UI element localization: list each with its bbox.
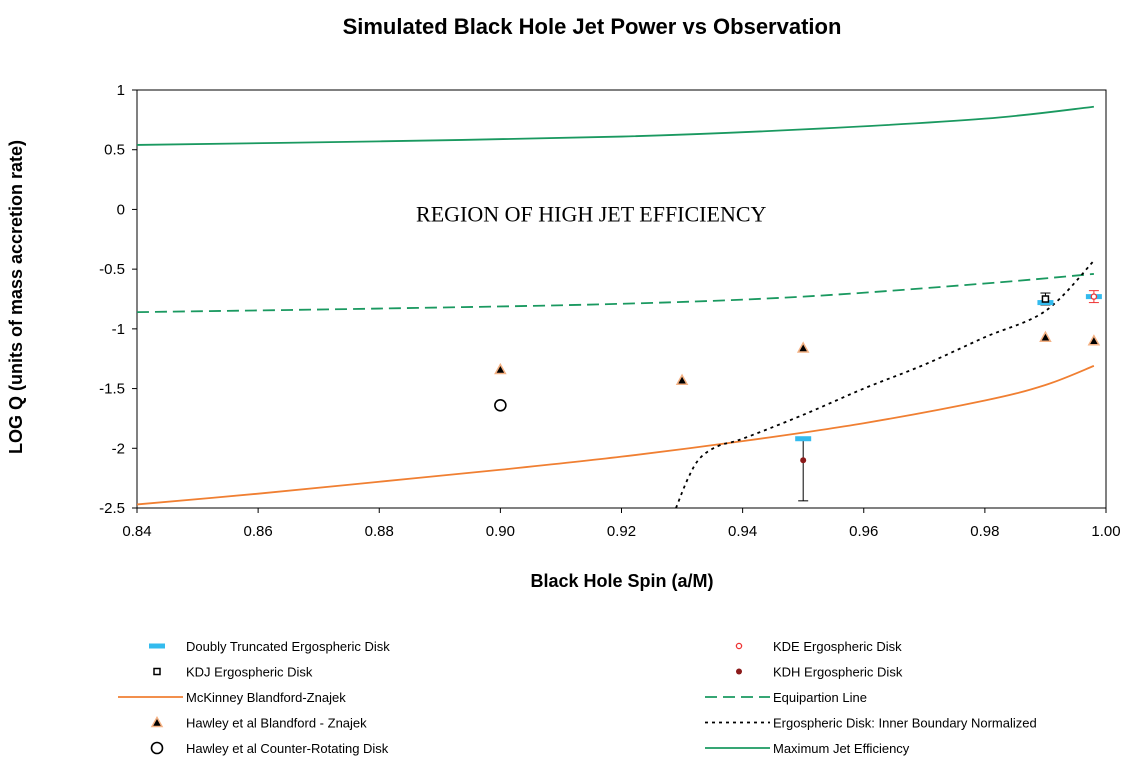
x-tick-label: 0.88 [365,523,394,540]
legend-label: Ergospheric Disk: Inner Boundary Normali… [773,716,1037,731]
y-tick-label: -2.5 [99,500,125,517]
data-point [675,373,689,385]
legend-label: Hawley et al Blandford - Znajek [186,716,367,731]
legend-marker-swatch [149,643,165,649]
region-annotation: REGION OF HIGH JET EFFICIENCY [416,201,766,226]
x-tick-label: 0.94 [728,523,757,540]
data-point [1041,295,1050,303]
data-point [494,362,507,375]
legend: Doubly Truncated Ergospheric Disk KDE Erg… [118,639,1037,756]
legend-label: McKinney Blandford-Znajek [186,690,346,705]
series-line [136,105,1094,146]
x-tick-label: 0.86 [244,523,273,540]
data-point [795,436,812,442]
series-line [675,260,1095,509]
data-point [800,457,807,464]
x-axis-title: Black Hole Spin (a/M) [530,571,713,591]
plot-area: 0.84 0.86 0.88 0.90 0.92 0.94 0.96 0.98 1.00 1 0.5… [99,82,1120,540]
x-tick-label: 0.96 [849,523,878,540]
legend-item: KDJ Ergospheric Disk [153,665,313,680]
data-point [1090,293,1098,300]
legend-label: Maximum Jet Efficiency [773,741,910,756]
chart-title: Simulated Black Hole Jet Power vs Observ… [343,14,842,39]
legend-item: Hawley et al Counter-Rotating Disk [150,741,389,756]
legend-item: Maximum Jet Efficiency [705,741,910,756]
series-line [136,273,1094,314]
y-tick-label: -1.5 [99,381,125,398]
legend-label: Equipartion Line [773,690,867,705]
plot-frame [136,89,1107,509]
data-point [494,398,507,412]
x-tick-label: 0.98 [970,523,999,540]
x-tick-label: 1.00 [1091,523,1120,540]
legend-item: Doubly Truncated Ergospheric Disk [149,639,390,654]
x-tick-label: 0.92 [607,523,636,540]
y-tick-label: -1 [112,321,125,338]
x-tick-label: 0.84 [122,523,151,540]
legend-item: KDH Ergospheric Disk [736,665,903,680]
data-point [1039,330,1052,342]
legend-label: Hawley et al Counter-Rotating Disk [186,741,389,756]
legend-label: KDE Ergospheric Disk [773,639,902,654]
series-line [136,365,1095,506]
y-tick-label: 0 [117,201,125,218]
y-tick-label: -2 [112,440,125,457]
legend-item: Ergospheric Disk: Inner Boundary Normali… [705,716,1037,731]
y-tick-label: -0.5 [99,261,125,278]
legend-marker-swatch [735,642,743,650]
y-tick-label: 1 [117,82,125,99]
legend-label: Doubly Truncated Ergospheric Disk [186,639,390,654]
legend-label: KDJ Ergospheric Disk [186,665,313,680]
legend-item: Equipartion Line [705,690,867,705]
legend-marker-swatch [150,741,164,755]
y-tick-label: 0.5 [104,142,125,159]
legend-label: KDH Ergospheric Disk [773,665,903,680]
data-point [1087,334,1101,346]
legend-marker-swatch [736,668,742,675]
data-point [796,341,810,353]
legend-marker-swatch [150,715,164,728]
y-axis-title: LOG Q (units of mass accretion rate) [6,140,26,454]
legend-item: Hawley et al Blandford - Znajek [150,715,367,731]
legend-item: McKinney Blandford-Znajek [118,690,346,705]
x-tick-label: 0.90 [486,523,515,540]
legend-item: KDE Ergospheric Disk [735,639,902,654]
legend-marker-swatch [153,667,161,676]
